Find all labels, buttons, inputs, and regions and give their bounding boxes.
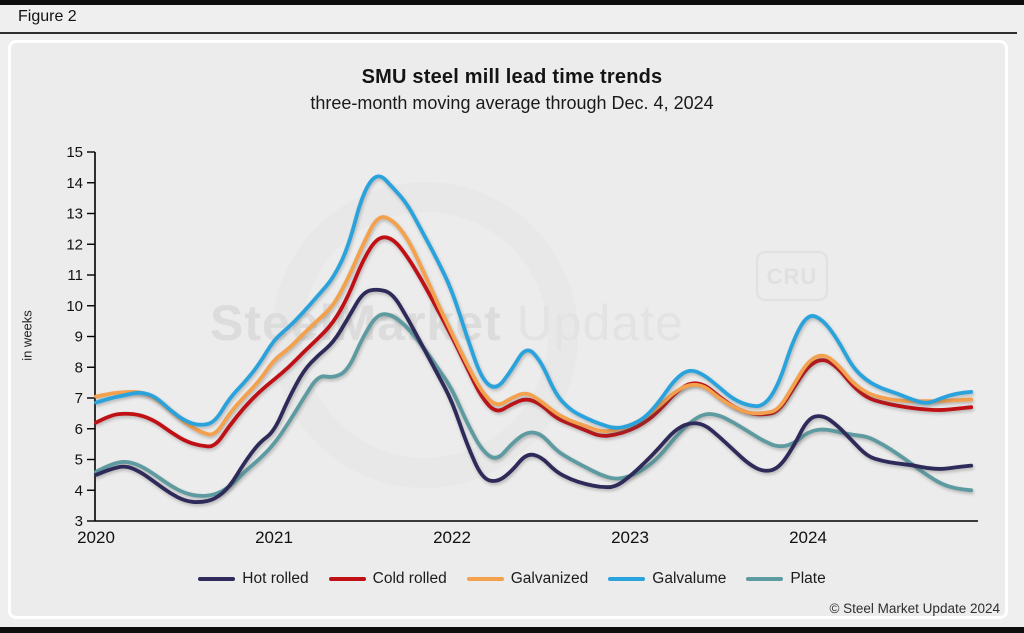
y-tick-label: 7	[75, 390, 83, 407]
y-tick-label: 10	[66, 298, 83, 315]
series-lines	[94, 174, 974, 504]
y-axis-label: in weeks	[19, 310, 35, 361]
copyright-text: © Steel Market Update 2024	[829, 601, 1000, 616]
legend-item-galvalume: Galvalume	[608, 570, 726, 588]
legend-label: Hot rolled	[242, 570, 309, 587]
y-tick-label: 11	[67, 267, 83, 284]
figure-label: Figure 2	[18, 8, 77, 25]
watermark-text: SteelMarket Update	[210, 295, 684, 351]
y-tick-label: 9	[75, 329, 83, 346]
legend-swatch	[328, 577, 366, 581]
legend-swatch	[198, 577, 236, 581]
legend-item-hot-rolled: Hot rolled	[198, 570, 309, 588]
legend-label: Plate	[790, 570, 826, 587]
y-tick-label: 13	[66, 206, 83, 223]
legend-swatch	[466, 577, 504, 581]
y-tick-label: 8	[75, 359, 83, 376]
series-line-hot-rolled	[94, 287, 974, 504]
watermark-logo-circle	[272, 182, 578, 488]
y-tick-label: 4	[75, 482, 83, 499]
series-line-galvanized	[94, 215, 974, 437]
legend-label: Galvalume	[652, 570, 727, 587]
cru-badge-label: CRU	[767, 264, 818, 289]
legend: Hot rolled Cold rolled Galvanized Galvalume…	[0, 570, 1024, 588]
chart-title: SMU steel mill lead time trends	[361, 66, 663, 88]
chart-panel	[8, 40, 1008, 619]
chart-subtitle: three-month moving average through Dec. …	[310, 93, 714, 113]
watermark: SteelMarket Update CRU	[210, 182, 829, 488]
series-line-galvalume	[94, 174, 974, 430]
cru-badge: CRU	[755, 250, 829, 302]
header-rule	[0, 32, 1017, 34]
y-tick-label: 14	[66, 175, 83, 192]
series-line-cold-rolled	[94, 235, 974, 449]
y-tick-label: 12	[66, 236, 83, 253]
legend-label: Cold rolled	[372, 570, 447, 587]
legend-swatch	[608, 577, 646, 581]
series-line-plate	[94, 312, 974, 498]
x-tick-label: 2020	[77, 528, 115, 547]
y-tick-label: 5	[75, 452, 83, 469]
top-border-bar	[0, 0, 1024, 5]
y-tick-label: 3	[75, 513, 83, 530]
y-tick-label: 15	[66, 144, 83, 161]
x-tick-label: 2024	[789, 528, 827, 547]
legend-swatch	[746, 577, 784, 581]
legend-item-galvanized: Galvanized	[466, 570, 589, 588]
legend-label: Galvanized	[510, 570, 589, 587]
x-tick-label: 2022	[433, 528, 471, 547]
legend-item-cold-rolled: Cold rolled	[328, 570, 447, 588]
x-tick-label: 2023	[611, 528, 649, 547]
y-tick-label: 6	[75, 421, 83, 438]
x-tick-label: 2021	[255, 528, 293, 547]
axes: 3 4 5 6 7 8 9 10 11 12 13 14 15 2020 2021 2022 2023 2024	[66, 144, 978, 547]
legend-item-plate: Plate	[746, 570, 826, 588]
bottom-border-bar	[0, 627, 1024, 633]
